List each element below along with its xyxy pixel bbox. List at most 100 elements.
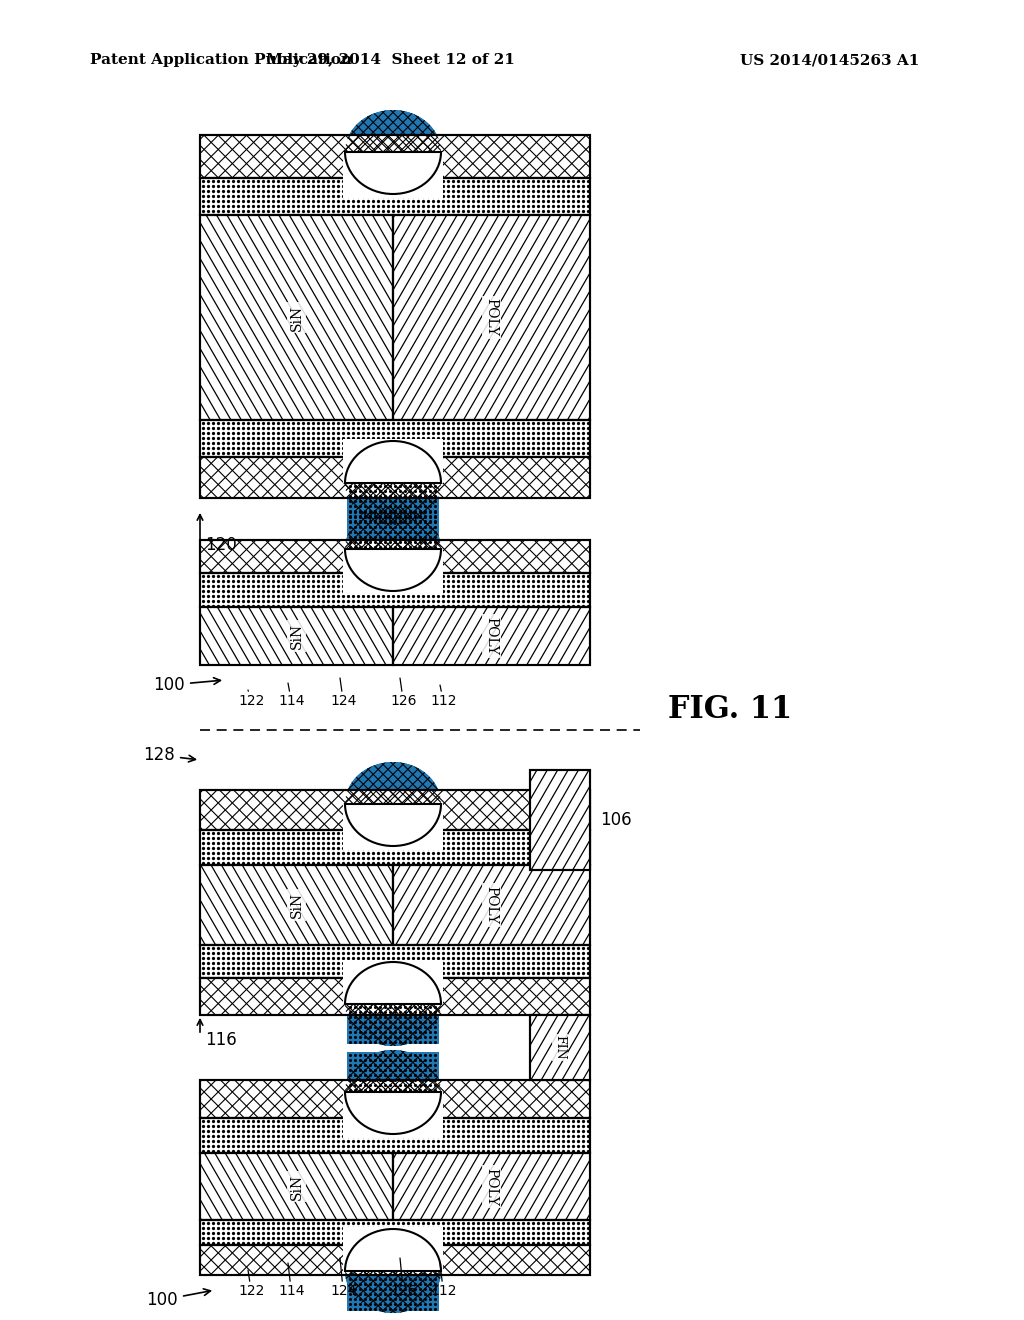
Point [391,1078,408,1100]
Point [319,842,336,863]
Point [299,176,315,197]
Point [421,500,437,521]
Point [224,579,241,601]
Point [274,1228,291,1249]
Point [407,480,423,502]
Point [410,185,426,206]
Point [361,1263,378,1284]
Point [410,442,426,463]
Point [415,1115,431,1137]
Point [309,170,326,191]
Point [359,1130,376,1151]
Point [394,412,411,433]
Point [269,837,286,858]
Point [404,1212,421,1233]
Point [389,1232,406,1253]
Bar [200,978,590,1015]
Point [219,842,236,863]
Point [574,1130,591,1151]
Point [379,176,395,197]
Point [495,1140,511,1162]
Point [535,412,551,433]
Point [339,1110,355,1131]
Point [356,516,373,537]
Point [489,1110,506,1131]
Point [379,1217,395,1238]
Point [424,565,440,586]
Point [214,942,230,964]
Point [580,1110,596,1131]
Point [214,195,230,216]
Point [460,195,476,216]
Point [484,962,501,983]
Point [381,510,397,531]
Point [319,1125,336,1146]
Point [391,511,408,532]
Point [309,422,326,444]
Point [376,480,392,502]
Point [195,442,211,463]
Point [299,847,315,869]
Point [330,968,346,989]
Point [580,826,596,847]
Point [351,506,368,527]
Point [444,195,461,216]
Point [209,185,225,206]
Point [325,576,341,597]
Point [290,952,306,973]
Point [339,585,355,606]
Point [401,500,418,521]
Point [229,576,246,597]
Point [394,1119,411,1140]
Point [259,170,275,191]
Point [479,942,496,964]
Point [195,1135,211,1156]
Point [381,531,397,552]
Point [484,968,501,989]
Point [439,1110,456,1131]
Point [429,1110,445,1131]
Point [424,442,440,463]
Point [495,1228,511,1249]
Point [351,484,368,506]
Point [514,842,530,863]
Point [339,837,355,858]
Point [346,1078,362,1100]
Point [469,826,485,847]
Point [359,826,376,847]
Point [514,822,530,843]
Point [274,832,291,853]
Point [419,962,435,983]
Point [285,1110,301,1131]
Point [509,1212,525,1233]
Point [396,1283,413,1304]
Point [205,1135,221,1156]
Bar [200,1118,590,1152]
Point [564,937,581,958]
Point [559,412,575,433]
Point [229,590,246,611]
Point [464,199,480,220]
Point [412,1294,428,1315]
Point [325,952,341,973]
Point [407,1031,423,1052]
Point [249,1212,265,1233]
Point [424,1140,440,1162]
Point [359,579,376,601]
Point [384,176,400,197]
Point [500,422,516,444]
Point [325,837,341,858]
Point [415,412,431,433]
Point [504,952,520,973]
Point [314,190,331,211]
Point [379,199,395,220]
Point [580,822,596,843]
Point [354,1115,371,1137]
Text: SiN: SiN [290,892,303,919]
Bar [347,510,439,549]
Point [351,1064,368,1085]
Point [545,842,561,863]
Point [529,837,546,858]
Point [354,1212,371,1233]
Point [249,595,265,616]
